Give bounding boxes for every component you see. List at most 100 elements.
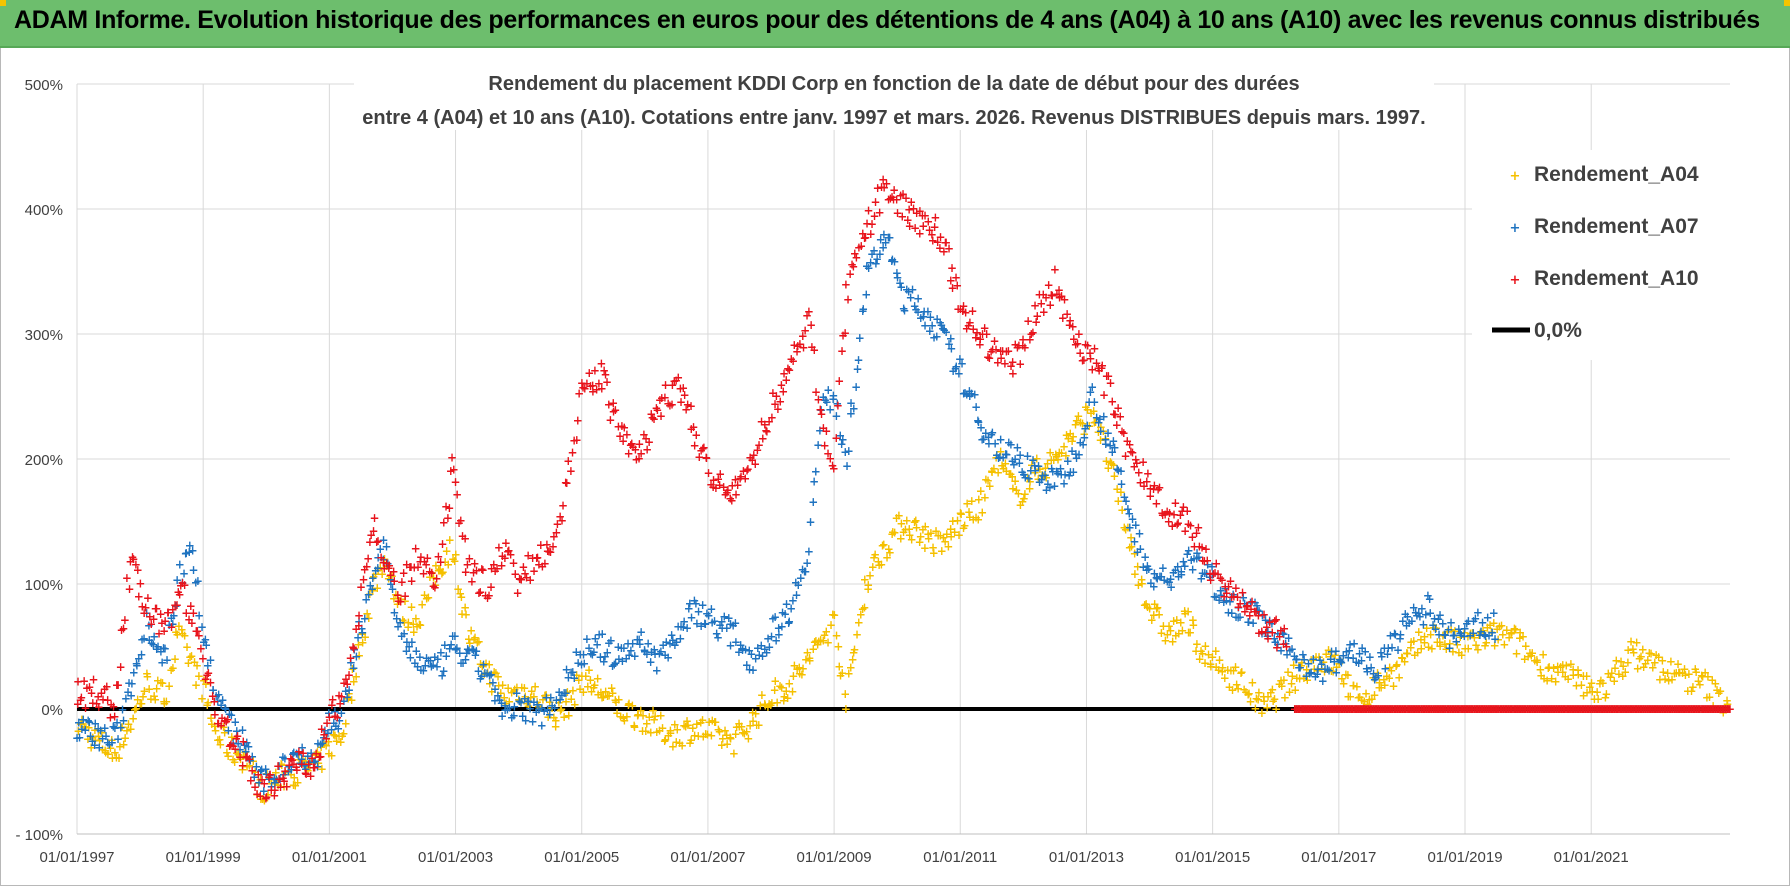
data-point: + — [1054, 283, 1064, 297]
data-point: + — [1521, 702, 1531, 716]
data-point: + — [1041, 483, 1051, 497]
data-point: + — [1369, 702, 1379, 716]
data-point: + — [1109, 469, 1119, 483]
data-point: + — [734, 717, 744, 731]
data-point: + — [230, 715, 240, 729]
data-point: + — [1700, 666, 1710, 680]
data-point: + — [1099, 388, 1109, 402]
data-point: + — [363, 587, 373, 601]
data-point: + — [1573, 663, 1583, 677]
data-point: + — [1375, 702, 1385, 716]
data-point: + — [372, 581, 382, 595]
data-point: + — [848, 652, 858, 666]
data-point: + — [996, 432, 1006, 446]
data-point: + — [1117, 425, 1127, 439]
data-point: + — [1428, 618, 1438, 632]
data-point: + — [1494, 619, 1504, 633]
data-point: + — [719, 480, 729, 494]
x-tick-label: 01/01/2005 — [544, 849, 619, 866]
data-point: + — [1483, 610, 1493, 624]
data-point: + — [168, 617, 178, 631]
data-point: + — [967, 494, 977, 508]
data-point: + — [357, 625, 367, 639]
data-point: + — [1628, 702, 1638, 716]
data-point: + — [1705, 702, 1715, 716]
data-point: + — [852, 627, 862, 641]
data-point: + — [1286, 676, 1296, 690]
data-point: + — [1126, 445, 1136, 459]
data-point: + — [602, 375, 612, 389]
data-point: + — [158, 676, 168, 690]
data-point: + — [882, 550, 892, 564]
data-point: + — [1639, 702, 1649, 716]
data-point: + — [962, 497, 972, 511]
data-point: + — [1543, 661, 1553, 675]
data-point: + — [602, 645, 612, 659]
data-point: + — [1063, 454, 1073, 468]
data-point: + — [722, 485, 732, 499]
data-point: + — [90, 716, 100, 730]
data-point: + — [933, 528, 943, 542]
chart-title-line1: Rendement du placement KDDI Corp en fonc… — [488, 73, 1299, 95]
data-point: + — [601, 368, 611, 382]
data-point: + — [1188, 563, 1198, 577]
data-point: + — [1133, 578, 1143, 592]
data-point: + — [1270, 614, 1280, 628]
data-point: + — [579, 648, 589, 662]
data-point: + — [1440, 637, 1450, 651]
data-point: + — [1041, 470, 1051, 484]
data-point: + — [206, 653, 216, 667]
data-point: + — [1199, 554, 1209, 568]
data-point: + — [226, 708, 236, 722]
data-point: + — [726, 617, 736, 631]
data-point: + — [1159, 573, 1169, 587]
data-point: + — [867, 247, 877, 261]
data-point: + — [929, 331, 939, 345]
data-point: + — [1188, 618, 1198, 632]
data-point: + — [298, 746, 308, 760]
data-point: + — [599, 654, 609, 668]
data-point: + — [633, 708, 643, 722]
data-point: + — [1081, 400, 1091, 414]
data-point: + — [753, 641, 763, 655]
data-point: + — [623, 636, 633, 650]
data-point: + — [1189, 540, 1199, 554]
data-point: + — [1513, 702, 1523, 716]
data-point: + — [211, 689, 221, 703]
data-point: + — [1309, 662, 1319, 676]
data-point: + — [437, 668, 447, 682]
data-point: + — [1396, 628, 1406, 642]
data-point: + — [1690, 662, 1700, 676]
data-point: + — [590, 678, 600, 692]
data-point: + — [1663, 666, 1673, 680]
data-point: + — [1121, 522, 1131, 536]
data-point: + — [668, 739, 678, 753]
data-point: + — [923, 215, 933, 229]
data-point: + — [1346, 702, 1356, 716]
data-point: + — [532, 551, 542, 565]
data-point: + — [641, 724, 651, 738]
data-point: + — [1023, 314, 1033, 328]
data-point: + — [329, 716, 339, 730]
data-point: + — [1315, 653, 1325, 667]
data-point: + — [221, 715, 231, 729]
data-point: + — [1538, 702, 1548, 716]
data-point: + — [1013, 486, 1023, 500]
data-point: + — [261, 792, 271, 806]
data-point: + — [708, 473, 718, 487]
data-point: + — [353, 638, 363, 652]
data-point: + — [678, 620, 688, 634]
data-point: + — [1182, 547, 1192, 561]
data-point: + — [360, 563, 370, 577]
data-point: + — [184, 612, 194, 626]
data-point: + — [1107, 395, 1117, 409]
data-point: + — [516, 695, 526, 709]
data-point: + — [491, 666, 501, 680]
data-point: + — [638, 708, 648, 722]
data-point: + — [594, 627, 604, 641]
data-point: + — [1020, 487, 1030, 501]
data-point: + — [1090, 415, 1100, 429]
data-point: + — [955, 302, 965, 316]
data-point: + — [654, 723, 664, 737]
data-point: + — [1357, 702, 1367, 716]
